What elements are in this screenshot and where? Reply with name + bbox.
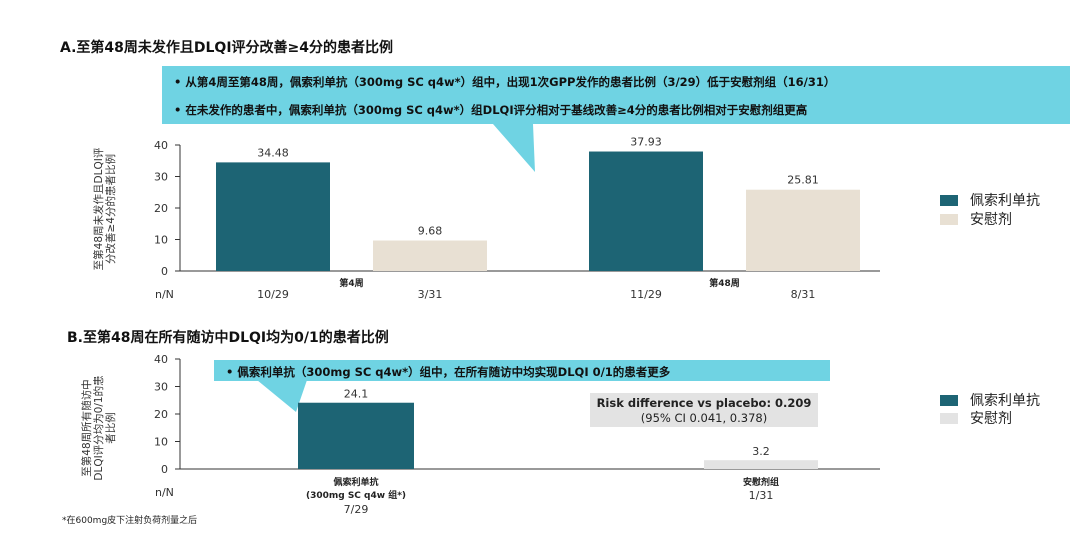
panel-b-title: B.至第48周在所有随访中DLQI均为0/1的患者比例 xyxy=(67,330,389,346)
panel-a-y-tick-label: 0 xyxy=(161,265,168,278)
panel-a-y-tick-label: 40 xyxy=(154,139,168,152)
panel-a-nn-value: 11/29 xyxy=(630,288,662,301)
panel-b-category-label: (300mg SC q4w 组*) xyxy=(306,489,406,501)
legend-swatch-placebo-b xyxy=(940,412,958,424)
panel-b-y-tick-label: 20 xyxy=(154,408,168,421)
panel-b-nn-value: 7/29 xyxy=(344,503,369,516)
panel-a-y-tick-label: 20 xyxy=(154,202,168,215)
panel-a-legend-drug: 佩索利单抗 xyxy=(940,190,1040,210)
panel-a-title: A.至第48周未发作且DLQI评分改善≥4分的患者比例 xyxy=(60,40,394,56)
panel-b-category-label: 安慰剂组 xyxy=(743,476,779,488)
panel-a-bar xyxy=(373,240,487,271)
panel-a-callout-pointer xyxy=(493,124,535,172)
panel-b-y-tick-label: 30 xyxy=(154,381,168,394)
panel-b-callout-pointer xyxy=(257,380,307,412)
panel-b-callout-line: • 佩索利单抗（300mg SC q4w*）组中，在所有随访中均实现DLQI 0… xyxy=(226,365,671,379)
panel-a-category-label: 第4周 xyxy=(339,277,363,289)
panel-a-category-label: 第48周 xyxy=(709,277,740,289)
panel-a-nn-value: 3/31 xyxy=(418,288,443,301)
panel-a-y-tick-label: 30 xyxy=(154,171,168,184)
panel-a-bar-value-label: 34.48 xyxy=(257,146,289,159)
panel-a-nn-value: 8/31 xyxy=(791,288,816,301)
panel-b-y-axis-label: 至第48周所有随访中 DLQI评分均为0/1的患 者比例 xyxy=(81,375,117,481)
footnote: *在600mg皮下注射负荷剂量之后 xyxy=(62,516,198,526)
panel-b-y-tick-label: 0 xyxy=(161,463,168,476)
panel-b-legend-placebo: 安慰剂 xyxy=(940,408,1012,428)
panel-a-callout: • 从第4周至第48周，佩索利单抗（300mg SC q4w*）组中，出现1次G… xyxy=(162,66,1070,124)
panel-a-legend-placebo: 安慰剂 xyxy=(940,209,1012,229)
risk-difference-ci: (95% CI 0.041, 0.378) xyxy=(640,411,768,425)
panel-b-nn-value: 1/31 xyxy=(749,489,774,502)
panel-a-bar xyxy=(216,162,330,271)
legend-swatch-drug xyxy=(940,194,958,206)
panel-b-legend-drug: 佩索利单抗 xyxy=(940,390,1040,410)
panel-a-nn-label: n/N xyxy=(155,288,174,301)
panel-b-nn-label: n/N xyxy=(155,486,174,499)
panel-b-bar xyxy=(704,460,818,469)
panel-a-callout-line-1: • 从第4周至第48周，佩索利单抗（300mg SC q4w*）组中，出现1次G… xyxy=(174,75,836,89)
panel-a-y-axis-label: 至第48周未发作且DLQI评 分改善≥4分的患者比例 xyxy=(93,147,117,271)
panel-a-bar xyxy=(589,151,703,271)
panel-a-nn-value: 10/29 xyxy=(257,288,289,301)
legend-swatch-drug-b xyxy=(940,394,958,406)
panel-b-y-tick-label: 10 xyxy=(154,436,168,449)
panel-b-category-label: 佩索利单抗 xyxy=(333,476,378,488)
panel-a-bar-value-label: 9.68 xyxy=(418,225,443,238)
panel-a-y-tick-label: 10 xyxy=(154,234,168,247)
panel-a-bar xyxy=(746,189,860,271)
panel-b-bar xyxy=(298,402,414,469)
panel-a-bar-value-label: 37.93 xyxy=(630,136,662,149)
panel-a-callout-line-2: • 在未发作的患者中，佩索利单抗（300mg SC q4w*）组DLQI评分相对… xyxy=(174,103,808,117)
legend-swatch-placebo xyxy=(940,213,958,225)
panel-a-bar-value-label: 25.81 xyxy=(787,174,819,187)
panel-b-callout: • 佩索利单抗（300mg SC q4w*）组中，在所有随访中均实现DLQI 0… xyxy=(214,360,830,381)
panel-b-y-tick-label: 40 xyxy=(154,353,168,366)
risk-difference-text: Risk difference vs placebo: 0.209 xyxy=(596,396,812,410)
panel-b-bar-value-label: 24.1 xyxy=(344,388,369,401)
panel-b-bar-value-label: 3.2 xyxy=(752,445,770,458)
risk-difference-box: Risk difference vs placebo: 0.209 (95% C… xyxy=(590,393,818,427)
